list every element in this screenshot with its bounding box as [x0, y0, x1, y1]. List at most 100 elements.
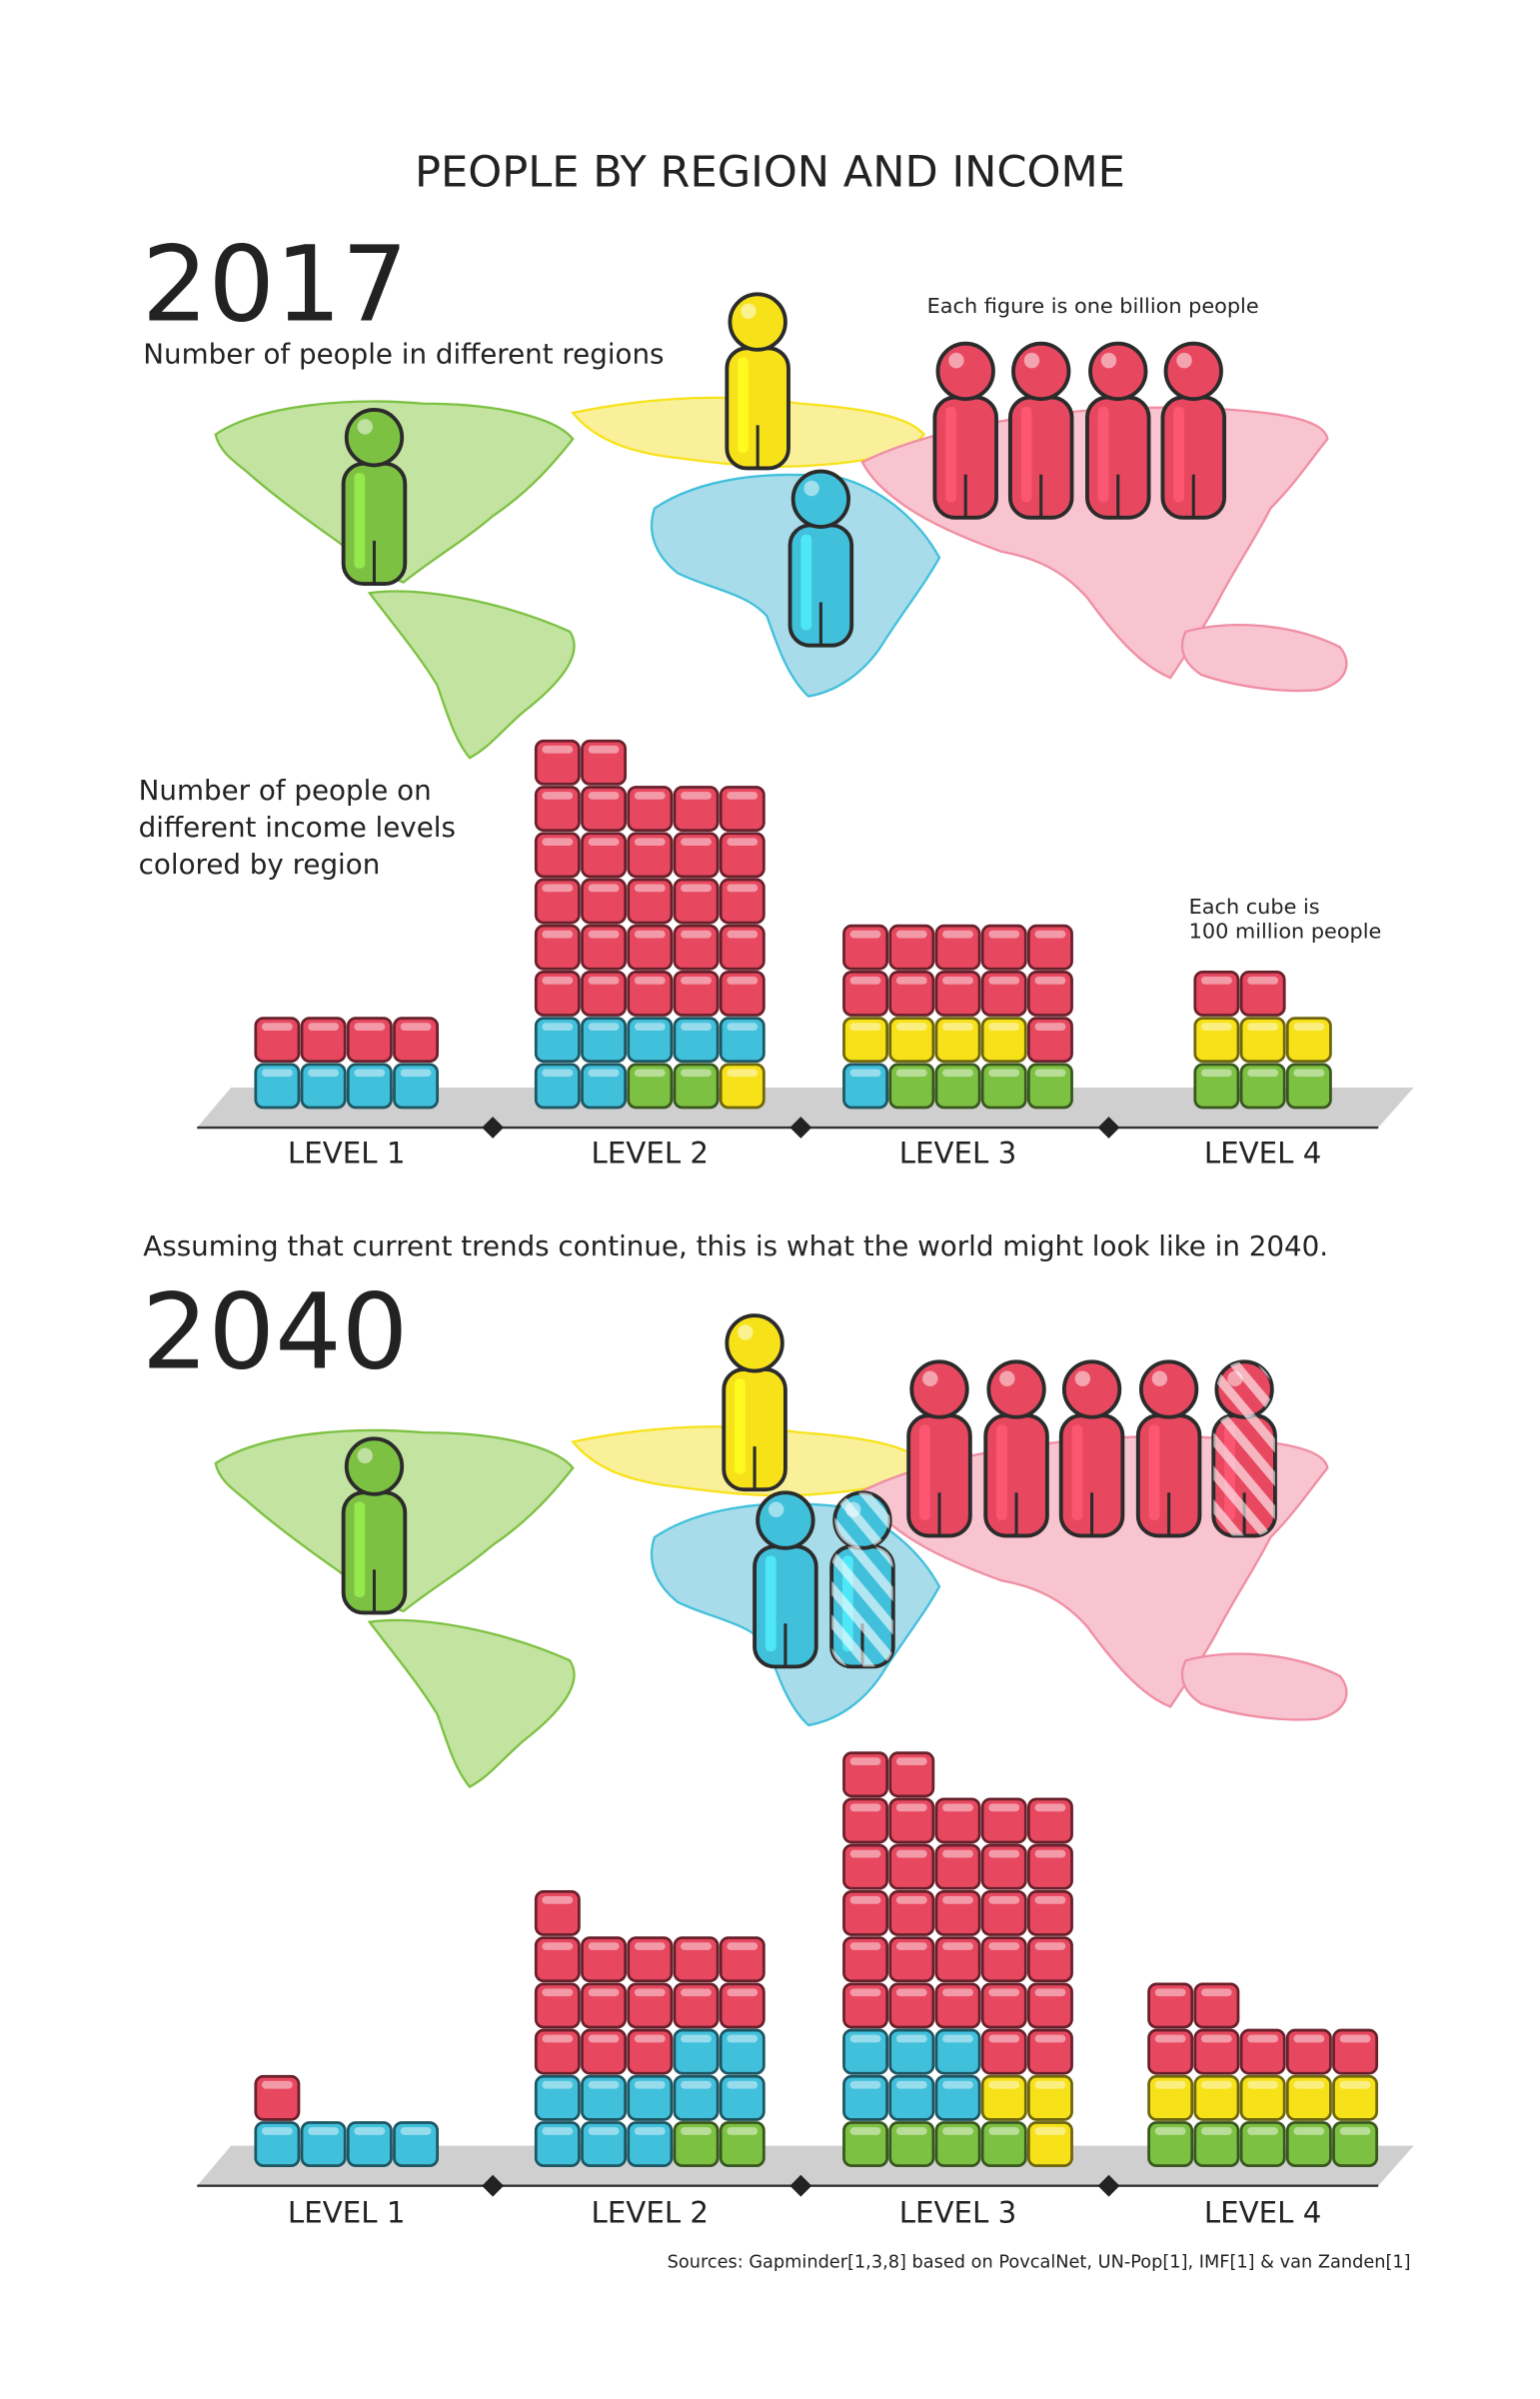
cube-shine [681, 930, 712, 939]
cube-shine [849, 1023, 881, 1031]
cube [581, 971, 628, 1017]
cube [673, 2028, 720, 2075]
cube [980, 1982, 1027, 2029]
cube [934, 1063, 981, 1110]
cube [934, 1889, 981, 1936]
cube-shine [681, 1023, 712, 1031]
cube [934, 2074, 981, 2121]
cube-shine [942, 1803, 973, 1812]
cube [1193, 2121, 1240, 2168]
figure-head [756, 1490, 815, 1550]
cube [1027, 2074, 1073, 2121]
cube-shine [681, 1069, 712, 1078]
cube-shine [1247, 2034, 1279, 2043]
cube-shine [1339, 2034, 1371, 2043]
cube-shine [988, 1849, 1020, 1858]
cube-shine [542, 1942, 574, 1950]
cube [1027, 1017, 1073, 1064]
cube [346, 1063, 393, 1110]
cube-shine [942, 1069, 973, 1078]
cube [534, 1063, 581, 1110]
cube [1239, 971, 1286, 1017]
cube-shine [849, 1942, 881, 1950]
cube [842, 1843, 889, 1890]
figure-head [986, 1359, 1046, 1419]
cube [1239, 2074, 1286, 2121]
cube [627, 1063, 674, 1110]
cube-shine [849, 2127, 881, 2135]
bars-caption: different income levels [139, 811, 456, 844]
cube [627, 878, 674, 925]
cube [581, 924, 628, 971]
cube-shine [849, 1069, 881, 1078]
cube [1193, 2074, 1240, 2121]
cube-shine [588, 2127, 620, 2135]
cube [934, 2028, 981, 2075]
cube [1285, 2121, 1332, 2168]
cube [842, 1936, 889, 1983]
cube [1147, 2028, 1194, 2075]
figure-shine [999, 1370, 1015, 1386]
figure-head [935, 341, 995, 402]
person-figure [722, 1313, 787, 1492]
cube [534, 1982, 581, 2029]
cube [1193, 971, 1240, 1017]
cube-shine [1034, 2127, 1066, 2135]
cube [581, 878, 628, 925]
cube [1027, 1936, 1073, 1983]
cube [980, 2028, 1027, 2075]
cube-shine [1247, 1069, 1279, 1078]
cube [673, 878, 720, 925]
cube [980, 1889, 1027, 1936]
cube-shine [634, 838, 666, 847]
cube [581, 2028, 628, 2075]
cube-shine [588, 838, 620, 847]
cube-shine [895, 1023, 927, 1031]
cube-shine [727, 1988, 759, 1997]
person-figure [1058, 1359, 1125, 1538]
cube-shine [849, 1988, 881, 1997]
cube-shine [1034, 1895, 1066, 1904]
cube [673, 832, 720, 879]
cube [934, 924, 981, 971]
cube-shine [988, 1069, 1020, 1078]
cube [254, 2074, 301, 2121]
person-figure [1211, 1359, 1277, 1538]
cube-shine [588, 2080, 620, 2089]
level-label: LEVEL 1 [288, 1136, 406, 1170]
cube [534, 1017, 581, 1064]
cube-shine [681, 1988, 712, 1997]
cube [719, 878, 766, 925]
cube-shine [634, 1988, 666, 1997]
cube [888, 1843, 935, 1890]
cube-shine [942, 1942, 973, 1950]
figure-note: Each figure is one billion people [927, 294, 1259, 318]
cube-shine [588, 2034, 620, 2043]
cube-shine [588, 930, 620, 939]
cube-shine [634, 1942, 666, 1950]
cube-shine [1293, 1069, 1325, 1078]
cube-shine [988, 2080, 1020, 2089]
cube-shine [988, 930, 1020, 939]
cube-shine [988, 2127, 1020, 2135]
cube-shine [634, 930, 666, 939]
cube-shine [988, 2034, 1020, 2043]
cube-shine [261, 1023, 293, 1031]
separator-diamond [1097, 1117, 1120, 1139]
cube-shine [308, 1069, 340, 1078]
cube [1027, 1063, 1073, 1110]
cube [673, 1936, 720, 1983]
cube [627, 786, 674, 833]
cube [719, 924, 766, 971]
cube-shine [1200, 2080, 1232, 2089]
figure-shine [1074, 1370, 1091, 1386]
cube-shine [942, 1849, 973, 1858]
cube [581, 739, 628, 786]
cube-shine [727, 2034, 759, 2043]
cube-shine [400, 1023, 432, 1031]
cube-shine [942, 1023, 973, 1031]
cube [1027, 1843, 1073, 1890]
figure-shine [1071, 1424, 1083, 1520]
cube-shine [727, 792, 759, 800]
bars-caption: Number of people on [139, 774, 432, 807]
